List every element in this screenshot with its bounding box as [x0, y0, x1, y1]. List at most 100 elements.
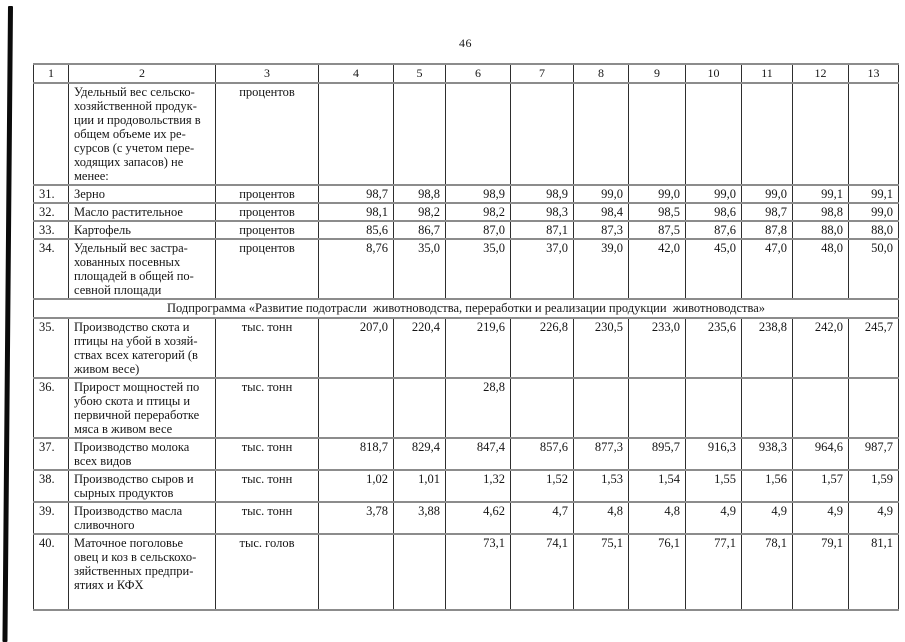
value-cell: 87,8: [741, 220, 793, 240]
value-cell: 98,2: [393, 202, 446, 222]
column-header: 12: [792, 63, 849, 84]
indicator-name-cell: Производство масла сливочного: [68, 501, 216, 535]
value-cell: 877,3: [573, 437, 629, 471]
value-cell: 1,56: [741, 469, 793, 503]
column-header: 1: [33, 63, 69, 84]
unit-cell: процентов: [215, 184, 319, 204]
value-cell: 79,1: [792, 533, 849, 611]
indicator-name-cell: Производство сыров и сырных продуктов: [68, 469, 216, 503]
value-cell: [445, 82, 511, 186]
value-cell: 87,1: [510, 220, 574, 240]
column-header-row: 1 2 3 4 5 6 7 8 9 10 11 12 13: [33, 63, 899, 84]
subprogram-section-label: Подпрограмма «Развитие подотрасли животн…: [33, 298, 899, 319]
value-cell: 77,1: [685, 533, 742, 611]
value-cell: 3,78: [318, 501, 394, 535]
value-cell: [792, 377, 849, 439]
value-cell: 98,9: [510, 184, 574, 204]
value-cell: 87,3: [573, 220, 629, 240]
value-cell: 4,9: [741, 501, 793, 535]
value-cell: [318, 533, 394, 611]
value-cell: 98,3: [510, 202, 574, 222]
value-cell: 37,0: [510, 238, 574, 300]
value-cell: [741, 377, 793, 439]
value-cell: 242,0: [792, 317, 849, 379]
value-cell: 99,1: [792, 184, 849, 204]
value-cell: [510, 82, 574, 186]
row-number-cell: 31.: [33, 184, 69, 204]
value-cell: 1,57: [792, 469, 849, 503]
column-header: 2: [68, 63, 216, 84]
value-cell: [792, 82, 849, 186]
unit-cell: процентов: [215, 220, 319, 240]
column-header: 9: [628, 63, 686, 84]
value-cell: 74,1: [510, 533, 574, 611]
value-cell: 230,5: [573, 317, 629, 379]
value-cell: 3,88: [393, 501, 446, 535]
row-number-cell: 38.: [33, 469, 69, 503]
value-cell: 8,76: [318, 238, 394, 300]
value-cell: 45,0: [685, 238, 742, 300]
table-row: 34. Удельный вес застра- хованных посевны…: [33, 238, 899, 300]
value-cell: 47,0: [741, 238, 793, 300]
value-cell: [628, 82, 686, 186]
section-row: Подпрограмма «Развитие подотрасли животн…: [33, 298, 899, 319]
value-cell: 87,6: [685, 220, 742, 240]
row-number-cell: 39.: [33, 501, 69, 535]
value-cell: 42,0: [628, 238, 686, 300]
value-cell: [318, 377, 394, 439]
value-cell: 99,0: [685, 184, 742, 204]
row-number-cell: 32.: [33, 202, 69, 222]
indicator-name-cell: Удельный вес застра- хованных посевных п…: [68, 238, 216, 300]
value-cell: 48,0: [792, 238, 849, 300]
scan-binding-mark: [2, 6, 13, 642]
value-cell: 895,7: [628, 437, 686, 471]
value-cell: 99,0: [848, 202, 899, 222]
row-number-cell: 34.: [33, 238, 69, 300]
column-header: 3: [215, 63, 319, 84]
value-cell: 35,0: [445, 238, 511, 300]
value-cell: 78,1: [741, 533, 793, 611]
row-number-cell: 33.: [33, 220, 69, 240]
table-row: 32. Масло растительное процентов 98,1 98,2 98…: [33, 202, 899, 222]
value-cell: 86,7: [393, 220, 446, 240]
value-cell: 98,8: [792, 202, 849, 222]
value-cell: 207,0: [318, 317, 394, 379]
table-row: 36. Прирост мощностей по убою скота и пти…: [33, 377, 899, 439]
value-cell: 1,54: [628, 469, 686, 503]
value-cell: 35,0: [393, 238, 446, 300]
value-cell: 1,52: [510, 469, 574, 503]
indicator-name-cell: Прирост мощностей по убою скота и птицы …: [68, 377, 216, 439]
value-cell: 81,1: [848, 533, 899, 611]
value-cell: 4,9: [792, 501, 849, 535]
row-number-cell: [33, 82, 69, 186]
value-cell: 226,8: [510, 317, 574, 379]
value-cell: [628, 377, 686, 439]
value-cell: [393, 377, 446, 439]
unit-cell: тыс. тонн: [215, 317, 319, 379]
value-cell: 99,0: [741, 184, 793, 204]
column-header: 5: [393, 63, 446, 84]
value-cell: 87,5: [628, 220, 686, 240]
unit-cell: тыс. тонн: [215, 501, 319, 535]
value-cell: 98,7: [318, 184, 394, 204]
value-cell: 98,2: [445, 202, 511, 222]
value-cell: 235,6: [685, 317, 742, 379]
table-row: 33. Картофель процентов 85,6 86,7 87,0 87,1 87,…: [33, 220, 899, 240]
value-cell: 88,0: [792, 220, 849, 240]
unit-cell: процентов: [215, 82, 319, 186]
value-cell: 4,8: [573, 501, 629, 535]
indicator-name-cell: Производство скота и птицы на убой в хоз…: [68, 317, 216, 379]
value-cell: 98,7: [741, 202, 793, 222]
indicators-table: 1 2 3 4 5 6 7 8 9 10 11 12 13 Удельный вес сельско- …: [33, 63, 899, 611]
value-cell: 233,0: [628, 317, 686, 379]
unit-cell: процентов: [215, 238, 319, 300]
unit-cell: тыс. тонн: [215, 437, 319, 471]
unit-cell: тыс. тонн: [215, 377, 319, 439]
table-row: 31. Зерно процентов 98,7 98,8 98,9 98,9 99,0 99,…: [33, 184, 899, 204]
table-row: 40. Маточное поголовье овец и коз в сельс…: [33, 533, 899, 611]
value-cell: 238,8: [741, 317, 793, 379]
row-number-cell: 37.: [33, 437, 69, 471]
row-number-cell: 40.: [33, 533, 69, 611]
value-cell: 1,01: [393, 469, 446, 503]
value-cell: 85,6: [318, 220, 394, 240]
